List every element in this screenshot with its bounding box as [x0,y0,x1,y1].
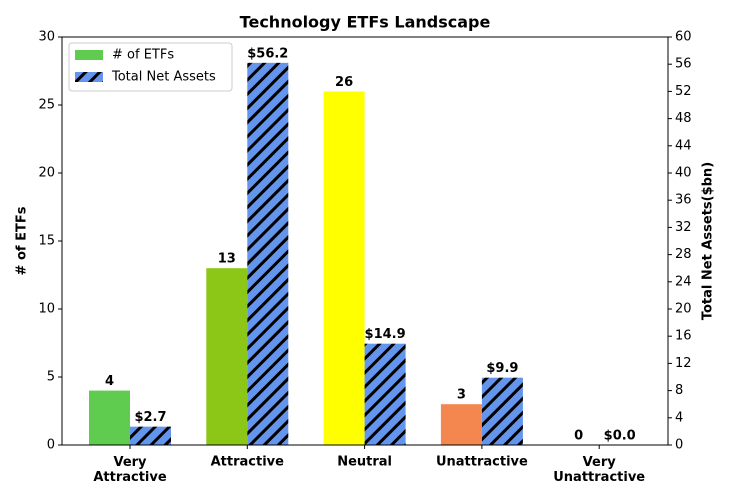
value-label: 0 [574,429,583,444]
x-tick-label: Very Unattractive [553,455,645,485]
y2-tick-label: 16 [675,329,692,344]
y2-tick-label: 48 [675,111,692,126]
value-label: $56.2 [247,46,288,61]
y2-tick-label: 28 [675,247,692,262]
value-label: $14.9 [365,327,406,342]
y2-tick-label: 32 [675,220,692,235]
y-tick-label: 25 [38,98,55,113]
value-label: $2.7 [134,410,166,425]
x-tick-label: Neutral [337,455,392,470]
chart-title: Technology ETFs Landscape [240,13,491,32]
x-tick-label: Unattractive [436,455,528,470]
bar [89,390,130,445]
legend-box [68,42,233,92]
y2-tick-label: 20 [675,302,692,317]
bar [481,377,523,445]
y2-tick-label: 36 [675,193,692,208]
y2-tick-label: 52 [675,84,692,99]
x-tick-label: Very Attractive [93,455,167,485]
y2-tick-label: 40 [675,166,692,181]
bar [130,426,171,445]
value-label: $0.0 [604,429,636,444]
bar [323,91,365,446]
y2-tick-label: 4 [675,410,683,425]
y2-axis-label: Total Net Assets($bn) [701,162,716,320]
y2-tick-label: 44 [675,138,692,153]
y2-tick-label: 12 [675,356,692,371]
y-tick-label: 15 [38,234,55,249]
bar [364,343,406,445]
legend-label: # of ETFs [112,48,174,63]
legend-swatch [75,50,103,60]
value-label: 3 [457,388,466,403]
bar [440,404,482,445]
value-label: 13 [218,252,236,267]
y2-tick-label: 60 [675,30,692,45]
value-label: 4 [105,374,114,389]
y2-tick-label: 0 [675,438,683,453]
value-label: $9.9 [486,361,518,376]
y-tick-label: 20 [38,166,55,181]
y2-tick-label: 56 [675,57,692,72]
y-tick-label: 10 [38,302,55,317]
x-tick-label: Attractive [211,455,285,470]
value-label: 26 [335,75,353,90]
legend-label: Total Net Assets [111,70,216,85]
y-tick-label: 0 [47,438,55,453]
bar [206,268,248,445]
legend-swatch [75,72,103,82]
bar [247,62,289,446]
y-tick-label: 30 [38,30,55,45]
y2-tick-label: 8 [675,383,683,398]
plot-frame [61,36,669,446]
y-axis-label: # of ETFs [15,206,30,275]
y-tick-label: 5 [47,370,55,385]
y2-tick-label: 24 [675,274,692,289]
